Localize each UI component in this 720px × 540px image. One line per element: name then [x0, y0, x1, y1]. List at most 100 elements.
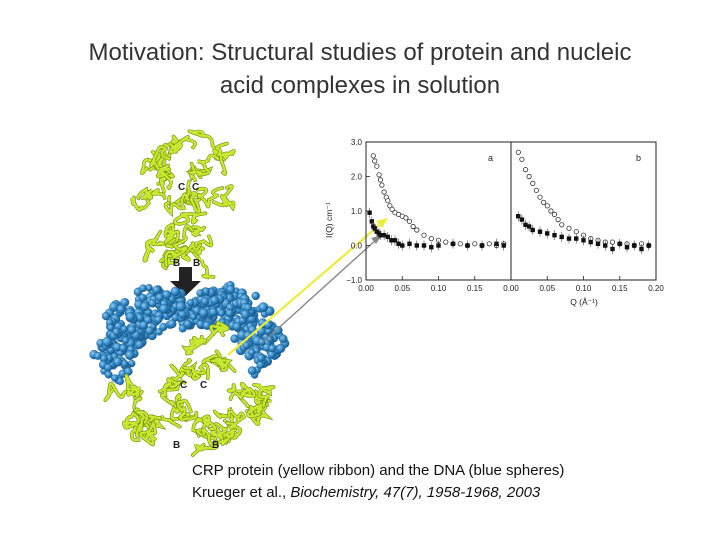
dna-sphere [155, 328, 163, 336]
dna-sphere [258, 302, 269, 313]
yellow-pointer-arrow [227, 221, 384, 356]
dna-sphere [155, 292, 165, 302]
data-point-filled [632, 243, 637, 248]
dna-sphere [125, 350, 135, 361]
x-axis-label: Q (Å⁻¹) [570, 297, 598, 307]
x-tick-label: 0.15 [467, 284, 483, 293]
data-point-open [372, 158, 378, 164]
data-point-open [537, 194, 543, 200]
x-tick-label: 0.00 [358, 284, 374, 293]
data-point-filled [392, 238, 398, 243]
data-point-open [551, 211, 558, 217]
x-tick-label: 0.15 [612, 284, 628, 293]
ribbon-strand [215, 142, 236, 176]
data-point-open [533, 187, 540, 193]
data-point-filled [421, 243, 427, 248]
dna-sphere [198, 308, 209, 318]
dna-sphere [240, 309, 251, 320]
dna-sphere [159, 303, 170, 314]
panel-b-frame [510, 141, 657, 281]
data-point-open [414, 227, 420, 233]
ribbon-strand [210, 357, 232, 372]
caption-journal: Biochemistry, 47(7), 1958-1968, 2003 [290, 484, 541, 501]
data-point-open [421, 232, 427, 238]
dna-sphere [139, 284, 147, 293]
y-tick-label: 3.0 [351, 138, 363, 147]
y-tick-label: 2.0 [351, 173, 363, 182]
data-point-open [522, 167, 529, 173]
data-point-filled [588, 239, 593, 245]
label-c-top-1: C [178, 182, 185, 193]
yellow-arrowhead-icon [376, 218, 388, 228]
dna-sphere [122, 336, 130, 344]
data-point-open [406, 218, 413, 224]
ribbon-strand [164, 224, 194, 267]
data-point-open [544, 203, 550, 209]
dna-sphere [189, 313, 198, 321]
data-point-filled [389, 238, 394, 243]
data-point-filled [566, 236, 572, 241]
data-point-open [555, 217, 561, 223]
dna-sphere [152, 285, 162, 295]
dna-sphere [232, 322, 242, 332]
dna-sphere [140, 301, 150, 312]
data-point-filled [369, 219, 374, 224]
dna-sphere [187, 299, 195, 307]
ribbon-strand [143, 230, 165, 262]
data-point-filled [400, 243, 405, 248]
x-tick-label: 0.05 [539, 284, 555, 293]
dna-sphere [111, 374, 119, 382]
ribbon-strand [182, 335, 207, 355]
label-b-bottom-2: B [212, 440, 219, 451]
dna-sphere [225, 309, 234, 318]
ribbon-strand [196, 415, 217, 441]
ribbon-strand [190, 235, 213, 255]
dna-sphere [226, 285, 236, 294]
dna-sphere [113, 356, 123, 367]
ribbon-strand [188, 129, 226, 161]
ribbon-strand [158, 378, 181, 409]
ribbon-strand [168, 135, 197, 154]
dna-sphere [116, 304, 126, 314]
data-point-filled [646, 243, 651, 248]
dna-sphere [127, 325, 137, 335]
y-axis-label: I(Q) cm⁻¹ [324, 202, 334, 238]
dna-sphere [200, 297, 210, 306]
dna-sphere [154, 315, 163, 324]
label-c-bottom-1: C [180, 380, 187, 391]
data-point-open [573, 229, 579, 235]
dna-sphere [273, 325, 283, 336]
dna-sphere [242, 341, 251, 350]
dna-sphere [93, 351, 102, 360]
ribbon-strand [183, 191, 201, 215]
data-point-open [515, 149, 521, 155]
data-point-filled [429, 245, 434, 250]
ribbon-strand [187, 154, 220, 176]
dna-sphere [167, 319, 177, 329]
ribbon-strand [203, 321, 229, 345]
gray-pointer-arrow [261, 238, 378, 344]
dna-sphere [116, 377, 124, 386]
label-c-top-2: C [192, 182, 199, 193]
plot-panel-a: a 3.0 2.0 1.0 0.0 −1.0 0.00 0.05 0.10 0.15 I(Q)… [324, 138, 512, 293]
caption-line-1: CRP protein (yellow ribbon) and the DNA … [192, 462, 565, 479]
data-point-open [530, 180, 536, 186]
dna-sphere [170, 286, 181, 297]
dna-spheres [89, 281, 290, 386]
ribbon-strand [196, 186, 224, 208]
dna-sphere [145, 326, 155, 336]
data-point-filled [537, 229, 543, 234]
panel-a-points [367, 153, 507, 253]
data-point-filled [479, 243, 485, 248]
dna-sphere [125, 311, 136, 322]
dna-sphere [112, 327, 121, 337]
y-tick-label: 1.0 [351, 207, 363, 216]
ribbon-strand [181, 248, 215, 279]
data-point-open [374, 163, 380, 169]
data-point-filled [603, 243, 608, 248]
data-point-filled [494, 241, 499, 246]
data-point-open [428, 236, 434, 242]
label-c-bottom-2: C [200, 380, 207, 391]
data-point-open [403, 215, 409, 221]
